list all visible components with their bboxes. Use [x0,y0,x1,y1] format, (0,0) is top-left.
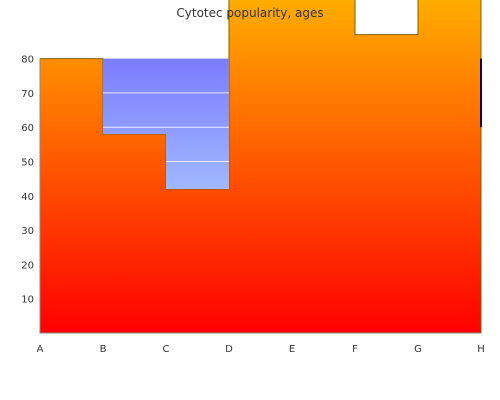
y-tick-label: 10 [21,295,34,306]
axes: 10 20 30 40 50 60 70 80 A B C D E F G H [21,55,485,355]
x-tick-label: B [100,344,107,355]
y-tick-label: 80 [21,55,34,66]
x-tick-label: H [477,344,485,355]
y-tick-label: 70 [21,89,34,100]
y-tick-label: 30 [21,226,34,237]
series-area-orange [39,0,482,334]
chart-title: Cytotec popularity, ages [176,6,323,20]
plot-area [39,0,482,334]
x-tick-label: D [225,344,233,355]
y-tick-label: 40 [21,192,34,203]
x-tick-label: F [352,344,358,355]
y-tick-label: 20 [21,260,34,271]
x-tick-label: G [414,344,422,355]
y-tick-label: 50 [21,158,34,169]
series-area-blue [103,58,229,189]
x-tick-label: A [37,344,44,355]
y-tick-label: 60 [21,123,34,134]
x-tick-label: E [289,344,295,355]
x-tick-label: C [163,344,170,355]
